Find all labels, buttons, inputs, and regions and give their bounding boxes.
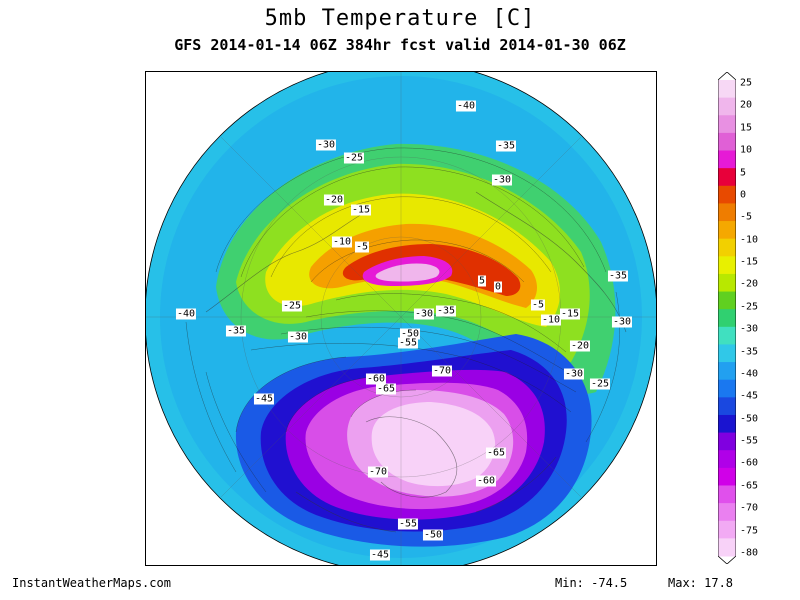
contour-label: -50: [422, 529, 444, 541]
colorbar-swatch: [718, 520, 736, 539]
contour-label: -30: [611, 316, 633, 328]
contour-label: -30: [287, 331, 309, 343]
contour-label: -15: [559, 308, 581, 320]
warm-core-pink: [375, 263, 440, 282]
contour-label: -40: [175, 308, 197, 320]
colorbar-swatch: [718, 538, 736, 557]
contour-label: -10: [540, 314, 562, 326]
cold-vortex-core: [371, 402, 496, 487]
contour-label: -30: [413, 308, 435, 320]
colorbar-tick-label: 0: [740, 189, 747, 201]
colorbar-swatch: [718, 97, 736, 116]
map-panel: -40 -30 -25 -35 -30 -20 -15 -10 -5 5 0 -…: [145, 71, 657, 566]
colorbar-swatch: [718, 326, 736, 345]
colorbar-swatch: [718, 397, 736, 416]
colorbar-tick-label: -35: [740, 346, 759, 358]
colorbar-swatch: [718, 379, 736, 398]
colorbar-tick-label: -50: [740, 413, 759, 425]
contour-lines: [185, 147, 620, 493]
colorbar-tick-label: -30: [740, 323, 759, 335]
contour-label: -5: [354, 241, 370, 253]
colorbar-swatch: [718, 80, 736, 99]
contour-label: -25: [589, 378, 611, 390]
colorbar-swatch: [718, 150, 736, 169]
colorbar-tick-label: -55: [740, 435, 759, 447]
map-subtitle: GFS 2014-01-14 06Z 384hr fcst valid 2014…: [174, 36, 626, 54]
colorbar-swatch: [718, 414, 736, 434]
coastlines: [205, 191, 627, 533]
colorbar-swatch: [718, 115, 736, 134]
lat-lon-grid: [146, 72, 656, 565]
colorbar-tick-label: -65: [740, 480, 759, 492]
contour-label: -25: [281, 300, 303, 312]
contour-label: -35: [225, 325, 247, 337]
contour-label: -30: [563, 368, 585, 380]
site-credit: InstantWeatherMaps.com: [12, 576, 171, 590]
contour-label: -55: [397, 518, 419, 530]
colorbar-swatch: [718, 344, 736, 363]
colorbar-tick-label: -25: [740, 301, 759, 313]
contour-label: -70: [431, 365, 453, 377]
colorbar-tick-label: -15: [740, 256, 759, 268]
contour-label: -50: [399, 328, 421, 340]
colorbar: [718, 72, 736, 564]
colorbar-swatch: [718, 450, 736, 469]
colorbar-swatch: [718, 362, 736, 381]
colorbar-tick-label: -75: [740, 525, 759, 537]
contour-label: -45: [253, 393, 275, 405]
contour-label: -10: [331, 236, 353, 248]
colorbar-tick-label: -40: [740, 368, 759, 380]
colorbar-tick-label: 5: [740, 167, 747, 179]
contour-label: 0: [493, 281, 503, 293]
colorbar-tick-label: -5: [740, 211, 753, 223]
colorbar-swatch: [718, 485, 736, 504]
colorbar-tick-label: 15: [740, 122, 753, 134]
colorbar-swatch: [718, 432, 736, 451]
colorbar-swatch: [718, 273, 736, 293]
contour-label: -60: [365, 373, 387, 385]
max-value: Max: 17.8: [668, 576, 734, 590]
colorbar-tick-label: 25: [740, 77, 753, 89]
contour-label: -60: [475, 475, 497, 487]
contour-label: -20: [569, 340, 591, 352]
colorbar-tick-label: 20: [740, 99, 753, 111]
colorbar-tick-label: -45: [740, 390, 759, 402]
colorbar-tick-label: -70: [740, 502, 759, 514]
colorbar-tick-label: 10: [740, 144, 753, 156]
contour-label: -45: [369, 549, 391, 561]
contour-label: -30: [315, 139, 337, 151]
colorbar-swatch: [718, 238, 736, 257]
contour-label: -35: [495, 140, 517, 152]
colorbar-tick-label: -80: [740, 547, 759, 559]
colorbar-swatch: [718, 168, 736, 187]
colorbar-swatch: [718, 291, 736, 310]
contour-label: -35: [607, 270, 629, 282]
colorbar-tick-label: -10: [740, 234, 759, 246]
colorbar-swatch: [718, 309, 736, 328]
colorbar-swatch: [718, 203, 736, 222]
contour-label: -25: [343, 152, 365, 164]
colorbar-tick-label: -60: [740, 457, 759, 469]
colorbar-swatch: [718, 467, 736, 486]
min-value: Min: -74.5: [555, 576, 628, 590]
colorbar-swatch: [718, 503, 736, 522]
contour-label: -65: [375, 383, 397, 395]
map-title: 5mb Temperature [C]: [264, 6, 536, 31]
contour-label: -55: [397, 337, 419, 349]
colorbar-swatch: [718, 132, 736, 152]
contour-label: 5: [477, 275, 487, 287]
contour-label: -70: [367, 466, 389, 478]
contour-label: -5: [530, 299, 546, 311]
contour-label: -30: [491, 174, 513, 186]
contour-label: -65: [485, 447, 507, 459]
contour-label: -15: [350, 204, 372, 216]
colorbar-tick-label: -20: [740, 278, 759, 290]
contour-label: -40: [455, 100, 477, 112]
contour-label: -20: [323, 194, 345, 206]
colorbar-swatch: [718, 256, 736, 275]
colorbar-swatch: [718, 185, 736, 204]
colorbar-swatch: [718, 221, 736, 240]
contour-label: -35: [435, 305, 457, 317]
